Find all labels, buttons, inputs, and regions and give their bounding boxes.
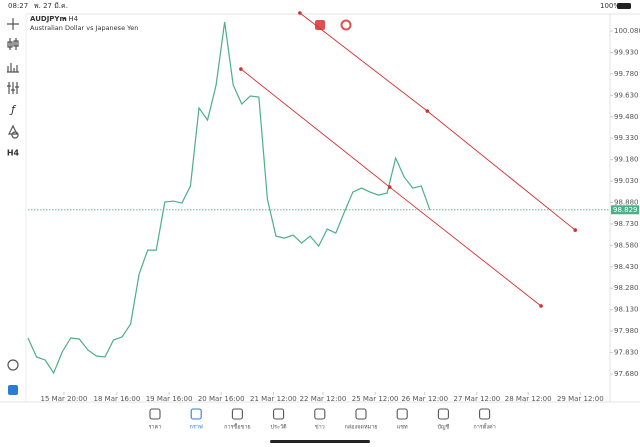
chart-timeframe: • H4 [62,15,79,23]
volume-tool[interactable] [7,63,19,73]
x-tick-label: 15 Mar 20:00 [41,395,88,403]
trend-line[interactable] [299,12,576,231]
y-tick-label: 99.480 [614,113,639,121]
buy-button[interactable] [340,19,352,31]
status-time: 08:27 [8,2,28,10]
price-line [27,21,431,375]
timeframe-button[interactable]: H4 [7,149,20,158]
y-tick-label: 98.130 [614,306,639,314]
tab-icon[interactable] [273,408,285,420]
tab-label[interactable]: ราคา [149,425,162,431]
x-tick-label: 25 Mar 12:00 [352,395,399,403]
trend-point[interactable] [425,109,430,113]
tab-icon[interactable] [314,408,326,420]
trend-point[interactable] [298,11,302,15]
battery-icon [617,3,631,9]
tab-label[interactable]: กล่องจดหมาย [344,425,377,431]
y-tick-label: 99.630 [614,91,639,99]
current-price-label: 98.829 [613,206,638,214]
y-tick-label: 97.680 [614,370,639,378]
x-tick-label: 28 Mar 12:00 [505,395,552,403]
status-date: พ. 27 มี.ค. [34,2,68,10]
tab-label[interactable]: ข่าว [315,425,325,431]
settings-tool[interactable] [7,82,19,94]
tab-icon[interactable] [231,408,243,420]
indicator-tool[interactable] [7,38,19,50]
x-tick-label: 27 Mar 12:00 [454,395,501,403]
trend-point[interactable] [573,228,577,232]
y-tick-label: 98.280 [614,284,639,292]
tab-label[interactable]: กราฟ [190,424,203,431]
y-tick-label: 99.780 [614,70,639,78]
analytics-button[interactable] [7,359,19,371]
x-tick-label: 19 Mar 16:00 [146,395,193,403]
tab-icon[interactable] [396,408,408,420]
y-tick-label: 97.830 [614,349,639,357]
y-tick-label: 98.430 [614,263,639,271]
x-tick-label: 26 Mar 12:00 [401,395,448,403]
home-indicator [270,440,370,443]
x-tick-label: 22 Mar 12:00 [300,395,347,403]
symbol-description: Australian Dollar vs Japanese Yen [30,24,138,32]
trend-point[interactable] [539,304,543,308]
y-tick-label: 100.080 [614,27,640,35]
y-tick-label: 98.880 [614,198,639,206]
y-tick-label: 99.180 [614,156,639,164]
function-tool[interactable]: ƒ [9,103,17,116]
y-tick-label: 97.980 [614,327,639,335]
x-tick-label: 20 Mar 16:00 [198,395,245,403]
crosshair-tool[interactable] [7,18,19,30]
tab-label[interactable]: การตั้งค่า [473,423,495,431]
y-tick-label: 99.330 [614,134,639,142]
tab-label[interactable]: บัญชี [437,424,449,431]
y-tick-label: 99.030 [614,177,639,185]
y-tick-label: 98.730 [614,220,639,228]
trend-point[interactable] [387,185,392,189]
x-tick-label: 21 Mar 12:00 [250,395,297,403]
tab-icon[interactable] [149,408,161,420]
tab-label[interactable]: ประวัติ [271,424,287,431]
tab-label[interactable]: แชท [397,424,408,431]
tab-icon[interactable] [437,408,449,420]
x-tick-label: 18 Mar 16:00 [94,395,141,403]
sidebar: ƒ H4 [7,18,20,395]
tab-icon[interactable] [190,408,202,420]
y-tick-label: 98.580 [614,241,639,249]
x-tick-label: 29 Mar 12:00 [557,395,604,403]
app-logo[interactable] [8,385,18,395]
trend-point[interactable] [239,67,243,71]
current-price-tag [611,205,639,215]
shapes-tool[interactable] [8,124,19,139]
y-tick-label: 99.930 [614,48,639,56]
symbol-name[interactable]: AUDJPYm [30,15,67,23]
tab-icon[interactable] [355,408,367,420]
tab-icon[interactable] [479,408,491,420]
battery-level: 100% [600,2,620,10]
sell-button[interactable] [315,20,325,30]
tab-label[interactable]: การซื้อขาย [224,423,250,431]
